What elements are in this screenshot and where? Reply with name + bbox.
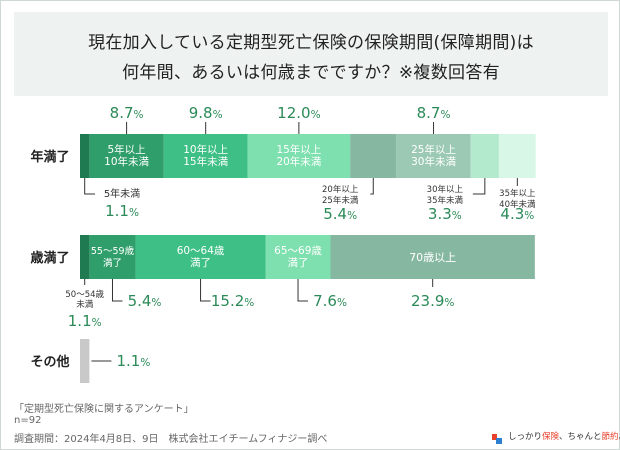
segment-label-r1-4-line-2: 20年未満 (276, 155, 321, 168)
leader-r1-1 (84, 178, 95, 195)
segment-label-r2-4-line-1: 65～69歳 (274, 245, 322, 257)
segment-label-r1-5-line-2: 25年未満 (322, 195, 359, 206)
bar-segment-r1-6 (396, 134, 471, 178)
segment-label-r1-5-line-1: 20年以上 (322, 184, 359, 195)
bar-segment-r1-1 (80, 134, 90, 178)
segment-label-r1-3-line-1: 10年以上 (183, 143, 228, 156)
value-label-r1-5: 5.4% (323, 205, 357, 223)
bar-segment-r2-3 (135, 235, 266, 279)
segment-label-r1-8-line-1: 35年以上 (499, 188, 536, 199)
leader-r2-4 (297, 279, 309, 302)
bar-segment-r1-5 (350, 134, 397, 178)
segment-label-r1-4-line-1: 15年以上 (276, 143, 321, 156)
bar-segment-r2-2 (89, 235, 136, 279)
bar-segment-r1-3 (163, 134, 248, 178)
value-label-r1-4: 12.0% (277, 104, 320, 122)
leader-r2-2 (111, 279, 123, 302)
bar-segment-r2-4 (265, 235, 331, 279)
bar-segment-r3-1 (80, 339, 90, 383)
leader-r1-5 (370, 178, 374, 195)
row-label-2: 歳満了 (30, 250, 69, 266)
footer-source: 「定期型死亡保険に関するアンケート」 (14, 404, 194, 415)
segment-label-r1-2-line-1: 5年以上 (108, 143, 146, 156)
value-label-r1-6: 8.7% (417, 104, 451, 122)
segment-label-r2-5: 70歳以上 (409, 251, 456, 264)
segment-label-r1-7-line-2: 35年未満 (427, 195, 464, 206)
value-label-r1-1: 1.1% (105, 202, 139, 220)
value-label-r2-2: 5.4% (128, 292, 162, 310)
segment-label-r2-1-line-1: 50～54歳 (65, 289, 104, 300)
segment-label-r2-1-line-2: 未満 (76, 299, 94, 310)
brand-mark-icon (492, 430, 502, 444)
segment-label-r1-7-line-1: 30年以上 (427, 184, 464, 195)
chart-title-line-2: 何年間、あるいは何歳までですか？※複数回答有 (122, 63, 500, 83)
segment-label-r1-6-line-1: 25年以上 (411, 143, 456, 156)
segment-label-r2-3-line-1: 60～64歳 (177, 245, 225, 257)
value-label-r3-1: 1.1% (116, 352, 150, 370)
segment-label-r1-1: 5年未満 (104, 187, 140, 200)
row-label-3: その他 (30, 354, 69, 370)
value-label-r1-8: 4.3% (500, 205, 534, 223)
value-label-r2-3: 15.2% (211, 292, 254, 310)
value-label-r2-4: 7.6% (313, 292, 347, 310)
segment-label-r2-3-line-2: 満了 (190, 257, 211, 269)
segment-label-r1-8-line-2: 40年未満 (499, 199, 536, 210)
segment-label-r2-2-line-1: 55～59歳 (91, 245, 135, 257)
segment-label-r1-3-line-2: 15年未満 (183, 155, 228, 168)
footer-sample-size: n=92 (14, 415, 42, 426)
value-label-r1-7: 3.3% (428, 205, 462, 223)
value-label-r2-1: 1.1% (68, 312, 102, 330)
bar-segment-r1-8 (498, 134, 536, 178)
brand-tagline: しっかり保険、ちゃんと節約。 (508, 432, 620, 442)
value-label-r1-2: 8.7% (110, 104, 144, 122)
brand-logo: しっかり保険、ちゃんと節約。 (492, 428, 620, 444)
value-label-r2-5: 23.9% (411, 292, 454, 310)
chart-title-line-1: 現在加入している定期型死亡保険の保険期間(保障期間)は (88, 33, 534, 53)
leader-r2-3 (200, 279, 211, 302)
leader-r1-7 (472, 178, 486, 195)
brand-accent-1: 保険 (542, 432, 560, 442)
bar-segment-r1-7 (470, 134, 499, 178)
bar-segment-r2-1 (80, 235, 90, 279)
segment-label-r2-2-line-2: 満了 (103, 258, 122, 269)
value-label-r1-3: 9.8% (189, 104, 223, 122)
row-label-1: 年満了 (30, 149, 69, 165)
footer-survey-period: 調査期間：2024年4月8日、9日 株式会社エイチームフィナジー調べ (14, 434, 328, 445)
segment-label-r2-4-line-2: 満了 (288, 257, 309, 269)
title-box: 現在加入している定期型死亡保険の保険期間(保障期間)は 何年間、あるいは何歳まで… (14, 12, 608, 96)
bar-segment-r1-2 (89, 134, 164, 178)
segment-label-r1-6-line-2: 30年未満 (411, 155, 456, 168)
segment-label-r1-2-line-2: 10年未満 (104, 155, 149, 168)
bar-segment-r2-5 (330, 235, 535, 279)
bar-segment-r1-4 (247, 134, 351, 178)
brand-accent-2: 節約 (601, 432, 619, 442)
